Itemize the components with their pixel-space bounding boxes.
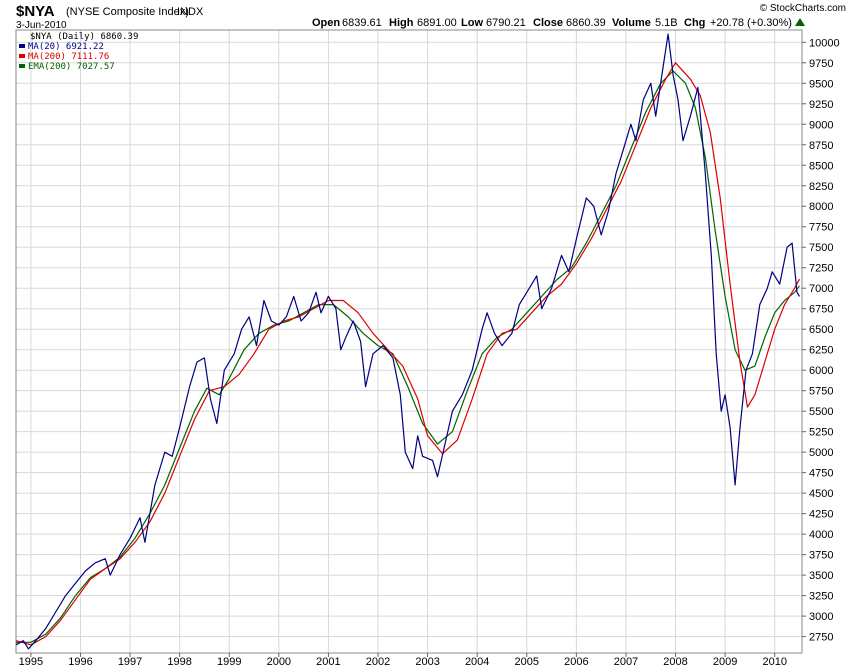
x-tick-label: 2004 [465, 656, 489, 668]
x-tick-label: 2006 [564, 656, 588, 668]
y-tick-label: 6250 [809, 345, 833, 357]
x-tick-label: 1998 [167, 656, 191, 668]
y-tick-label: 5250 [809, 427, 833, 439]
x-tick-label: 2001 [316, 656, 340, 668]
series-line-ma-200- [15, 62, 801, 646]
legend-entry: MA(20) 6921.22 [28, 42, 104, 52]
brand-watermark: © StockCharts.com [760, 3, 846, 14]
legend-swatch [19, 44, 25, 48]
y-tick-label: 3250 [809, 591, 833, 603]
x-axis: 1995 1996 1997 1998 1999 2000 2001 2002 2003 2004… [19, 653, 787, 668]
x-tick-label: 2005 [515, 656, 539, 668]
x-tick-label: 1999 [217, 656, 241, 668]
y-tick-label: 5750 [809, 386, 833, 398]
legend-swatch [19, 54, 25, 58]
open-label: Open [312, 17, 340, 29]
y-tick-label: 5000 [809, 447, 833, 459]
grid-lines [16, 30, 802, 653]
low-label: Low [461, 17, 483, 29]
y-tick-label: 4000 [809, 529, 833, 541]
x-tick-label: 2002 [366, 656, 390, 668]
x-tick-label: 2000 [267, 656, 291, 668]
close-label: Close [533, 17, 563, 29]
x-tick-label: 2007 [614, 656, 638, 668]
y-tick-label: 3500 [809, 570, 833, 582]
y-tick-label: 8750 [809, 140, 833, 152]
y-tick-label: 7250 [809, 263, 833, 275]
close-value: 6860.39 [566, 17, 606, 29]
open-value: 6839.61 [342, 17, 382, 29]
legend-entry: MA(200) 7111.76 [28, 52, 109, 62]
chart-date: 3-Jun-2010 [16, 20, 67, 31]
chart-symbol: $NYA [16, 3, 55, 20]
y-tick-label: 8500 [809, 160, 833, 172]
up-triangle-icon [795, 18, 805, 26]
chart-index-name: (NYSE Composite Index) [66, 6, 189, 18]
legend-entry: $NYA (Daily) 6860.39 [30, 32, 138, 42]
x-tick-label: 1996 [68, 656, 92, 668]
y-tick-label: 6500 [809, 324, 833, 336]
y-tick-label: 6000 [809, 365, 833, 377]
x-tick-label: 2003 [415, 656, 439, 668]
x-tick-label: 1995 [19, 656, 43, 668]
y-tick-label: 7000 [809, 283, 833, 295]
x-tick-label: 2010 [762, 656, 786, 668]
y-tick-label: 9000 [809, 119, 833, 131]
y-tick-label: 8000 [809, 201, 833, 213]
x-tick-label: 2008 [663, 656, 687, 668]
chart-exchange: INDX [177, 6, 204, 18]
y-tick-label: 6750 [809, 304, 833, 316]
y-axis: 2750 3000 3250 3500 3750 4000 4250 4500 4750 5000… [802, 37, 840, 644]
series-line-ma-20- [15, 33, 801, 650]
y-tick-label: 10000 [809, 37, 840, 49]
y-tick-label: 7750 [809, 222, 833, 234]
high-label: High [389, 17, 414, 29]
quote-summary: Open 6839.61 High 6891.00 Low 6790.21 Cl… [312, 17, 792, 29]
legend-swatch [19, 64, 25, 68]
high-value: 6891.00 [417, 17, 457, 29]
chg-label: Chg [684, 17, 705, 29]
y-tick-label: 9500 [809, 78, 833, 90]
series-line-ema-200- [16, 70, 800, 643]
y-tick-label: 3750 [809, 550, 833, 562]
y-tick-label: 4500 [809, 488, 833, 500]
volume-value: 5.1B [655, 17, 678, 29]
y-tick-label: 8250 [809, 181, 833, 193]
volume-label: Volume [612, 17, 651, 29]
plot-border [15, 29, 803, 654]
y-tick-label: 2750 [809, 632, 833, 644]
y-tick-label: 9750 [809, 58, 833, 70]
y-tick-label: 4250 [809, 509, 833, 521]
chg-value: +20.78 (+0.30%) [710, 17, 792, 29]
x-tick-label: 2009 [713, 656, 737, 668]
y-tick-label: 7500 [809, 242, 833, 254]
y-tick-label: 9250 [809, 99, 833, 111]
x-tick-label: 1997 [118, 656, 142, 668]
y-tick-label: 4750 [809, 468, 833, 480]
legend-entry: EMA(200) 7027.57 [28, 62, 115, 72]
y-tick-label: 5500 [809, 406, 833, 418]
series-layer [15, 33, 801, 650]
low-value: 6790.21 [486, 17, 526, 29]
y-tick-label: 3000 [809, 611, 833, 623]
